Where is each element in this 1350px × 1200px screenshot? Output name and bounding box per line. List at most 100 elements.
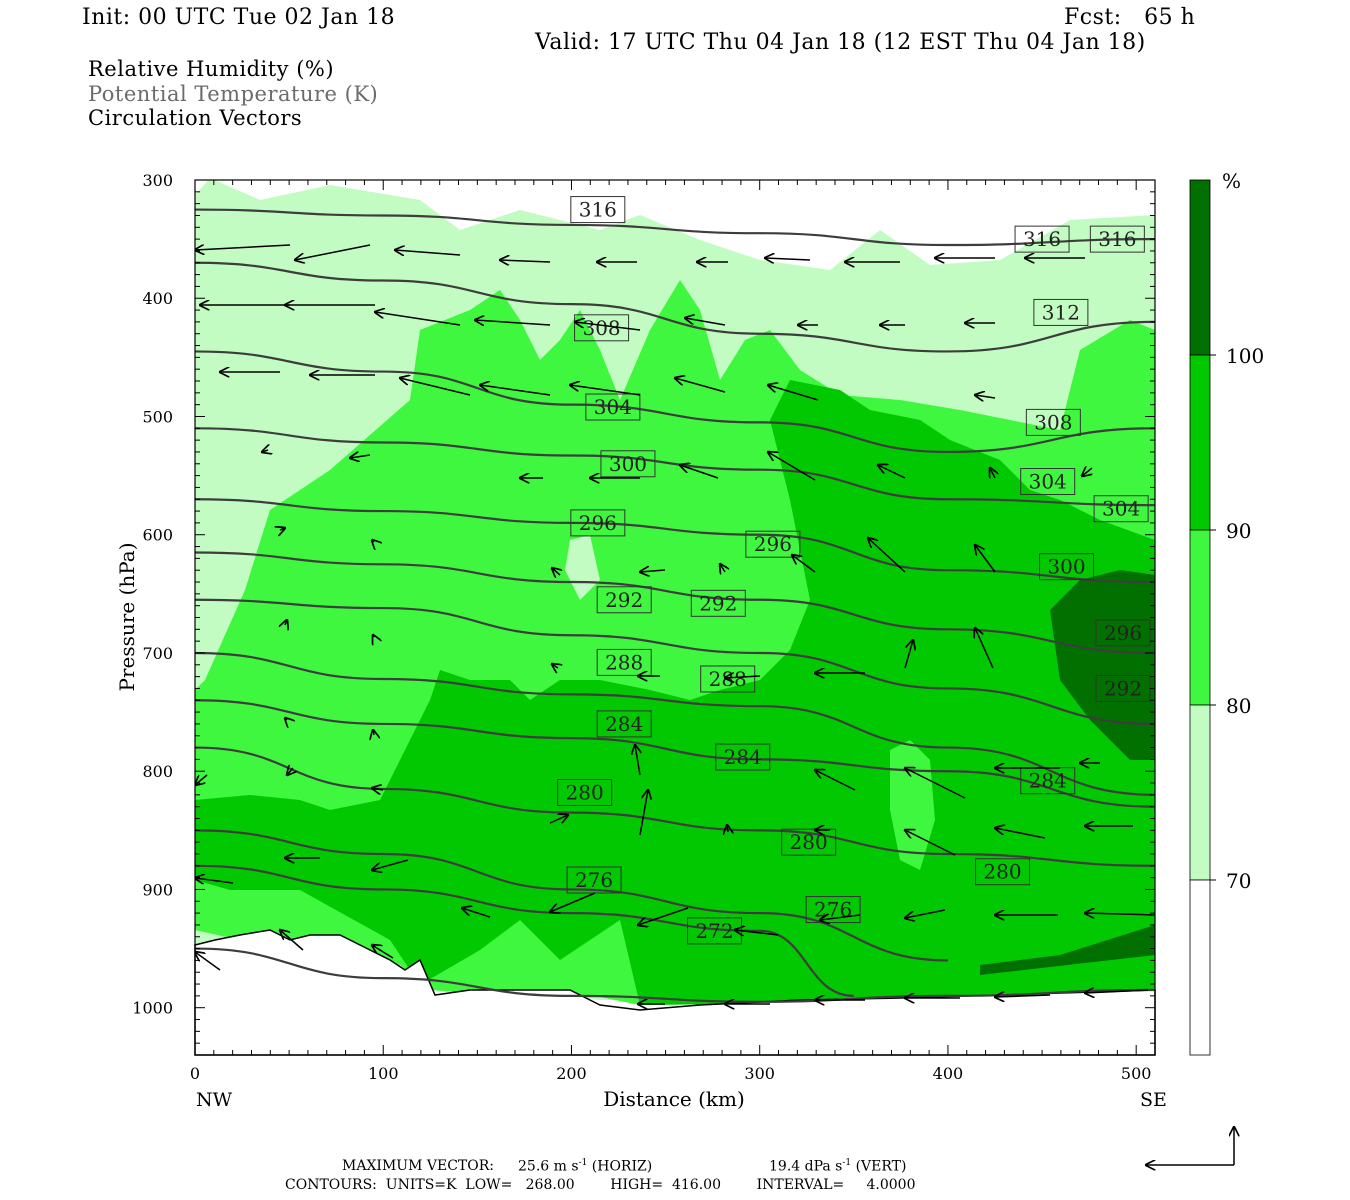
contour-label-text: 292 [605, 588, 643, 612]
legend-vectors: Circulation Vectors [88, 106, 303, 130]
contour-label: 288 [596, 648, 652, 676]
theta-contour-312 [195, 261, 1155, 353]
contour-label: 280 [781, 828, 837, 856]
circulation-vector [375, 312, 461, 326]
contour-label: 292 [1095, 674, 1151, 702]
y-axis-label: Pressure (hPa) [115, 543, 139, 692]
theta-contour-296 [195, 551, 1155, 655]
circulation-vector [195, 952, 221, 971]
circulation-vector [475, 320, 551, 325]
circulation-vector [1085, 913, 1155, 915]
theta-contour-288 [195, 651, 1155, 796]
circulation-vector [727, 825, 728, 832]
x-tick-label: 300 [744, 1064, 775, 1083]
circulation-vector [372, 945, 394, 959]
y-tick-label: 700 [142, 644, 173, 663]
colorbar-label: 80 [1226, 694, 1251, 718]
contour-label: 292 [690, 589, 746, 617]
contour-label-text: 304 [1029, 470, 1067, 494]
contour-label: 284 [596, 710, 652, 738]
contour-label-text: 272 [695, 919, 733, 943]
circulation-vector [792, 555, 816, 573]
circulation-vector [904, 640, 913, 669]
circulation-vector [905, 909, 946, 918]
circulation-vector [725, 676, 761, 678]
contour-label: 300 [1039, 553, 1095, 581]
y-tick-label: 1000 [132, 999, 173, 1018]
contour-label-text: 316 [1098, 227, 1136, 251]
max-vector-horiz: 25.6 m s-1 (HORIZ) [518, 1158, 653, 1175]
x-end-label-nw: NW [196, 1089, 233, 1111]
contour-label: 284 [715, 743, 771, 771]
circulation-vector [820, 915, 861, 920]
contour-label: 304 [585, 393, 641, 421]
circulation-vector [638, 907, 689, 925]
contour-label-text: 284 [605, 712, 643, 736]
circulation-vector [372, 540, 374, 542]
contour-label: 316 [1014, 225, 1070, 253]
contour-label-text: 316 [1023, 227, 1061, 251]
y-tick-label: 400 [142, 289, 173, 308]
contour-label: 288 [700, 665, 756, 693]
circulation-vector [462, 908, 491, 918]
circulation-vector [1085, 990, 1149, 993]
color-bar: 100 90 80 70 [1189, 179, 1264, 1056]
contour-label: 280 [975, 858, 1031, 886]
circulation-vector [990, 468, 995, 478]
colorbar-unit: % [1222, 169, 1241, 193]
circulation-vector [735, 930, 779, 935]
circulation-vector [195, 878, 234, 883]
theta-contour-272 [195, 864, 854, 997]
contour-label-text: 308 [582, 316, 620, 340]
circulation-vector [285, 718, 287, 720]
circulation-vector [815, 770, 856, 791]
contour-label: 316 [1089, 225, 1145, 253]
circulation-vector [878, 465, 906, 479]
circulation-vector [195, 244, 291, 250]
circulation-vector [765, 258, 811, 260]
contour-label-text: 296 [1104, 621, 1142, 645]
theta-contour-292 [195, 598, 1155, 726]
circulation-vector [280, 528, 285, 530]
circulation-vectors [195, 244, 1155, 1004]
x-end-label-se: SE [1140, 1089, 1167, 1111]
circulation-vector [639, 790, 648, 836]
contour-label: 284 [1020, 767, 1076, 795]
circulation-vector [552, 664, 558, 668]
contour-label: 300 [600, 450, 656, 478]
y-tick-label: 500 [142, 407, 173, 426]
contour-label-text: 296 [754, 532, 792, 556]
contour-label-text: 280 [790, 830, 828, 854]
circulation-vector [295, 244, 371, 260]
theta-contour-300 [195, 498, 1155, 584]
contour-label-text: 300 [609, 452, 647, 476]
circulation-vector [500, 260, 551, 262]
circulation-vector [685, 318, 726, 326]
circulation-vector [675, 378, 726, 393]
contour-label: 276 [566, 866, 622, 894]
circulation-vector [575, 322, 641, 331]
x-tick-label: 500 [1121, 1064, 1152, 1083]
colorbar-label: 70 [1226, 869, 1251, 893]
theta-contour-284 [195, 699, 1155, 808]
contour-label-text: 316 [579, 198, 617, 222]
circulation-vector [285, 620, 287, 625]
contour-label: 296 [1095, 619, 1151, 647]
y-tick-label: 900 [142, 880, 173, 899]
circulation-vector [372, 859, 409, 870]
colorbar-segment [1189, 354, 1211, 531]
contour-label-text: 296 [579, 511, 617, 535]
theta-contour-280 [195, 746, 1155, 867]
contour-label: 272 [687, 917, 743, 945]
theta-contour-268 [195, 947, 1155, 1003]
colorbar-segment [1189, 529, 1211, 706]
contour-label-text: 276 [575, 868, 613, 892]
contour-label-text: 304 [594, 395, 632, 419]
circulation-vector [995, 995, 1051, 997]
legend-rh: Relative Humidity (%) [88, 57, 335, 81]
contour-label: 308 [1025, 408, 1081, 436]
contour-info: CONTOURS: UNITS=K LOW= 268.00 HIGH= 416.… [285, 1177, 916, 1193]
x-tick-label: 100 [368, 1064, 399, 1083]
x-tick-label: 0 [190, 1064, 200, 1083]
forecast-hour: Fcst: 65 h [1064, 5, 1196, 30]
